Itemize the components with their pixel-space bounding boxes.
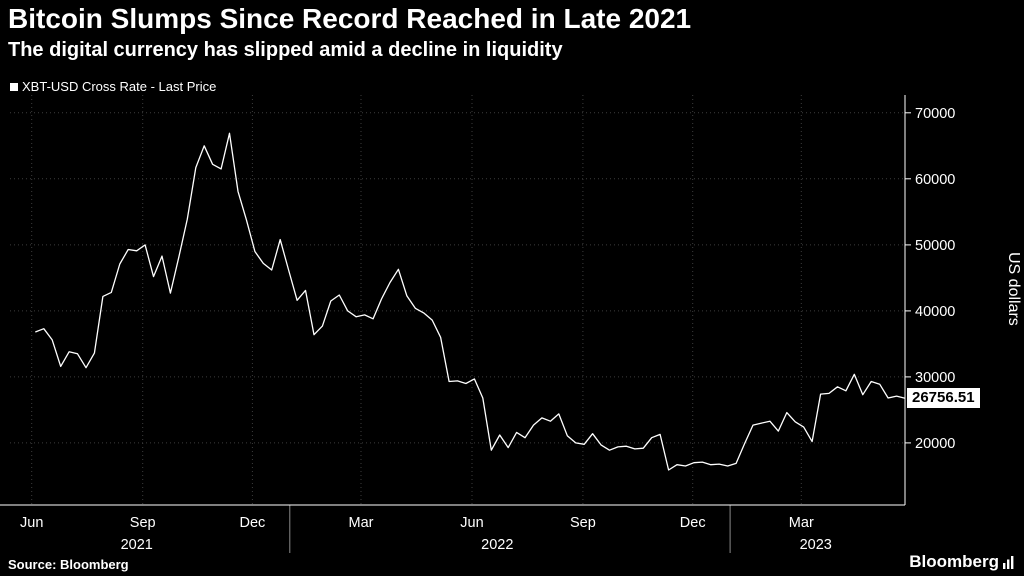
x-tick-label: Sep <box>570 515 596 531</box>
bloomberg-wordmark: Bloomberg <box>909 552 999 571</box>
y-tick-label: 20000 <box>915 436 955 452</box>
price-line <box>35 132 906 471</box>
y-tick-label: 30000 <box>915 370 955 386</box>
legend-swatch-icon <box>10 82 18 91</box>
x-tick-label: Dec <box>680 515 706 531</box>
y-tick-label: 40000 <box>915 304 955 320</box>
y-tick-label: 50000 <box>915 238 955 254</box>
x-tick-label: Mar <box>789 515 814 531</box>
x-tick-label: Dec <box>240 515 266 531</box>
year-label: 2023 <box>800 537 832 553</box>
year-label: 2022 <box>481 537 513 553</box>
chart-subtitle: The digital currency has slipped amid a … <box>8 39 563 61</box>
y-tick-label: 70000 <box>915 106 955 122</box>
x-tick-label: Sep <box>130 515 156 531</box>
year-label: 2021 <box>121 537 153 553</box>
legend-series-label: XBT-USD Cross Rate - Last Price <box>22 79 217 94</box>
x-tick-label: Jun <box>460 515 483 531</box>
source-attribution: Source: Bloomberg <box>8 557 129 572</box>
bloomberg-logo: Bloomberg <box>909 552 1014 572</box>
chart-title: Bitcoin Slumps Since Record Reached in L… <box>8 3 692 34</box>
chart-legend: XBT-USD Cross Rate - Last Price <box>10 79 216 94</box>
y-tick-label: 60000 <box>915 172 955 188</box>
y-axis-title: US dollars <box>1005 252 1022 326</box>
x-tick-label: Mar <box>349 515 374 531</box>
bloomberg-mark-icon <box>1003 555 1014 569</box>
x-tick-label: Jun <box>20 515 43 531</box>
last-price-label: 26756.51 <box>907 388 980 408</box>
